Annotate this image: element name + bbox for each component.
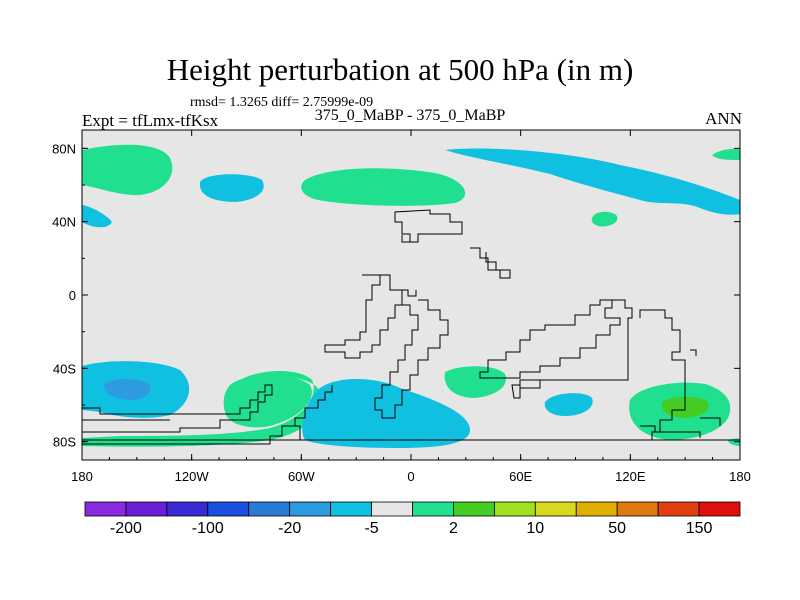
colorbar-swatch bbox=[84, 501, 127, 517]
coastline-europe bbox=[470, 247, 511, 279]
coastline-greenland bbox=[394, 209, 463, 243]
x-tick-label: 60W bbox=[288, 469, 315, 484]
colorbar-label: -5 bbox=[364, 520, 378, 537]
contour-fill-pos-natlantic bbox=[301, 168, 466, 206]
chart-title: Height perturbation at 500 hPa (in m) bbox=[166, 52, 634, 87]
colorbar-swatch bbox=[698, 501, 741, 517]
contour-fill-neg-nwpacific bbox=[82, 205, 112, 228]
colorbar-swatch bbox=[412, 501, 454, 517]
contour-fill-pos-arctic-east bbox=[712, 148, 740, 160]
coastline-layer bbox=[82, 209, 740, 445]
colorbar-swatch bbox=[248, 501, 291, 517]
y-tick-label: 0 bbox=[69, 288, 76, 303]
axes-layer: 180 120W 60W 0 60E 120E 180 80N 40N 0 40S 80S bbox=[52, 130, 751, 484]
x-tick-label: 180 bbox=[729, 469, 751, 484]
x-tick-label: 60E bbox=[509, 469, 532, 484]
colorbar-swatch bbox=[616, 501, 659, 517]
colorbar-label: 150 bbox=[686, 520, 713, 537]
colorbar-swatch bbox=[371, 501, 413, 517]
colorbar-swatch bbox=[493, 501, 536, 517]
x-tick-label: 180 bbox=[71, 469, 93, 484]
contour-fill-pos-spacific-ring bbox=[223, 375, 312, 428]
colorbar-label: 2 bbox=[449, 520, 458, 537]
colorbar-label: -20 bbox=[278, 520, 301, 537]
experiment-label: Expt = tfLmx-tfKsx bbox=[82, 111, 219, 130]
contour-fill-pos-siberia bbox=[591, 211, 618, 227]
contour-fill-neg-satlantic bbox=[302, 378, 470, 448]
x-tick-label: 120W bbox=[175, 469, 210, 484]
coastline-asia-east bbox=[519, 336, 629, 389]
x-tick-label: 0 bbox=[407, 469, 414, 484]
coastline-nz bbox=[690, 349, 697, 356]
contour-fill-neg-namerica bbox=[199, 174, 264, 202]
y-tick-label: 80S bbox=[53, 435, 76, 450]
coastline-africa bbox=[479, 299, 621, 379]
colorbar-swatch bbox=[534, 501, 577, 517]
coastline-antarctica bbox=[82, 384, 740, 445]
colorbar-swatch bbox=[166, 501, 209, 517]
colorbar-swatch bbox=[289, 501, 332, 517]
y-tick-label: 40S bbox=[53, 361, 76, 376]
colorbar-swatch bbox=[125, 501, 168, 517]
y-tick-label: 80N bbox=[52, 141, 76, 156]
colorbar-swatch bbox=[330, 501, 372, 517]
rmsd-diff-stats: rmsd= 1.3265 diff= 2.75999e-09 bbox=[190, 95, 374, 110]
colorbar: -200 -100 -20 -5 2 10 50 150 bbox=[84, 501, 741, 537]
coastline-madagascar bbox=[511, 384, 521, 399]
colorbar-swatch bbox=[657, 501, 700, 517]
coastline-south-america bbox=[374, 299, 449, 419]
colorbar-swatch bbox=[575, 501, 618, 517]
contour-fill-pos-npacific bbox=[82, 144, 173, 196]
colorbar-label: 10 bbox=[526, 520, 544, 537]
coastline-caribbean bbox=[402, 289, 417, 297]
contour-fill-pos-sindian bbox=[444, 366, 507, 398]
colorbar-label: 50 bbox=[608, 520, 626, 537]
coastline-india bbox=[612, 299, 633, 336]
contour-fill-neg-eurasia bbox=[445, 148, 740, 215]
period-label: 375_0_MaBP - 375_0_MaBP bbox=[314, 107, 506, 124]
coastline-arctic-islands bbox=[401, 235, 412, 243]
season-label: ANN bbox=[705, 109, 742, 128]
contour-fill-neg-sindian-east bbox=[544, 393, 593, 416]
contour-fill-neg-spacific-core bbox=[104, 379, 151, 400]
colorbar-swatch bbox=[453, 501, 495, 517]
y-tick-label: 40N bbox=[52, 215, 76, 230]
colorbar-label: -200 bbox=[110, 520, 142, 537]
contour-fill-pos-spacific-band bbox=[82, 371, 323, 447]
x-tick-label: 120E bbox=[615, 469, 646, 484]
coastline-america bbox=[324, 274, 403, 359]
colorbar-label: -100 bbox=[192, 520, 224, 537]
colorbar-swatch bbox=[207, 501, 250, 517]
